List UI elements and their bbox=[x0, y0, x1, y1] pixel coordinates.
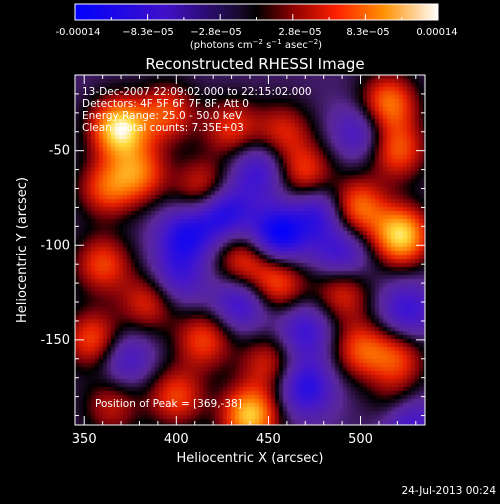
colorbar-tick-3: −2.8e−05 bbox=[190, 27, 242, 38]
colorbar-tick-1: -0.00014 bbox=[56, 27, 101, 38]
colorbar-ticks bbox=[74, 14, 439, 20]
colorbar-unit: (photons cm−2 s−1 asec−2) bbox=[190, 38, 322, 51]
y-tick-label-m150: -150 bbox=[40, 333, 70, 348]
axis-ticks bbox=[75, 74, 425, 425]
x-tick-label-350: 350 bbox=[72, 432, 97, 447]
annotation-energy-range: Energy Range: 25.0 - 50.0 keV bbox=[82, 110, 243, 122]
y-axis-label: Heliocentric Y (arcsec) bbox=[15, 177, 30, 323]
heatmap-image bbox=[75, 75, 425, 425]
colorbar-tick-5: 8.3e−05 bbox=[346, 27, 389, 38]
colorbar-tick-4: 2.8e−05 bbox=[278, 27, 321, 38]
annotation-method-counts: Clean Total counts: 7.35E+03 bbox=[82, 122, 244, 134]
colorbar-tick-6: 0.00014 bbox=[416, 27, 457, 38]
footer-timestamp: 24-Jul-2013 00:24 bbox=[401, 485, 496, 497]
x-axis-label: Heliocentric X (arcsec) bbox=[177, 451, 324, 466]
annotation-detectors: Detectors: 4F 5F 6F 7F 8F, Att 0 bbox=[82, 98, 249, 110]
x-tick-label-450: 450 bbox=[256, 432, 281, 447]
annotation-time-range: 13-Dec-2007 22:09:02.000 to 22:15:02.000 bbox=[82, 86, 312, 98]
chart-title: Reconstructed RHESSI Image bbox=[145, 55, 364, 73]
y-tick-label-m50: -50 bbox=[49, 144, 70, 159]
x-tick-label-400: 400 bbox=[164, 432, 189, 447]
x-tick-label-500: 500 bbox=[348, 432, 373, 447]
y-tick-label-m100: -100 bbox=[40, 238, 70, 253]
colorbar-tick-2: −8.3e−05 bbox=[122, 27, 174, 38]
annotation-peak-position: Position of Peak = [369,-38] bbox=[95, 398, 242, 410]
